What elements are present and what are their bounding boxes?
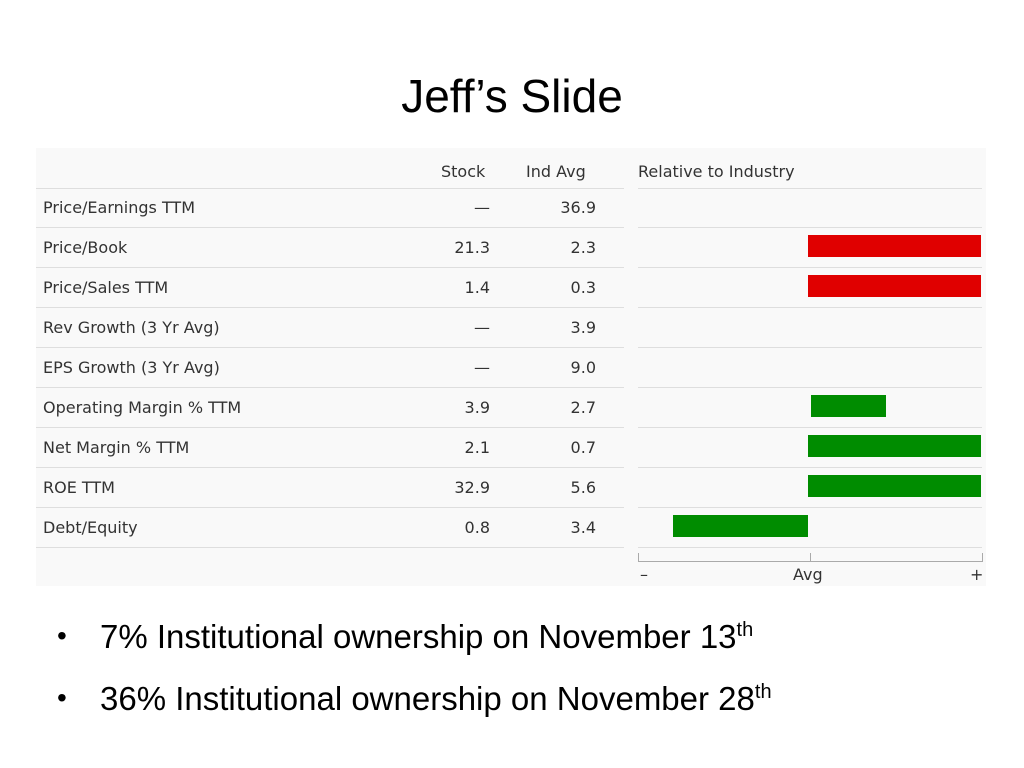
ind-avg-value: 3.9 <box>570 318 596 337</box>
row-label: ROE TTM <box>43 478 115 497</box>
table-row: Rev Growth (3 Yr Avg) — 3.9 <box>36 308 986 348</box>
header-relative-to-industry: Relative to Industry <box>638 162 795 181</box>
header-stock: Stock <box>441 162 486 181</box>
row-label: Net Margin % TTM <box>43 438 190 457</box>
table-row: Price/Sales TTM 1.4 0.3 <box>36 268 986 308</box>
row-divider-left <box>36 267 624 268</box>
row-divider-right <box>638 507 982 508</box>
row-divider-right <box>638 467 982 468</box>
row-label: Operating Margin % TTM <box>43 398 242 417</box>
header-divider-right <box>638 188 982 189</box>
row-divider-right <box>638 547 982 548</box>
ind-avg-value: 2.7 <box>570 398 596 417</box>
row-divider-left <box>36 347 624 348</box>
table-row: ROE TTM 32.9 5.6 <box>36 468 986 508</box>
stock-value: 32.9 <box>454 478 490 497</box>
row-divider-left <box>36 307 624 308</box>
row-divider-left <box>36 227 624 228</box>
axis-tick-minus <box>638 553 639 561</box>
ind-avg-value: 0.7 <box>570 438 596 457</box>
header-ind-avg: Ind Avg <box>526 162 586 181</box>
table-row: EPS Growth (3 Yr Avg) — 9.0 <box>36 348 986 388</box>
row-divider-right <box>638 427 982 428</box>
relative-bar <box>808 275 981 297</box>
row-divider-right <box>638 307 982 308</box>
row-label: Rev Growth (3 Yr Avg) <box>43 318 220 337</box>
slide-title: Jeff’s Slide <box>401 70 623 122</box>
relative-bar <box>808 235 981 257</box>
row-divider-right <box>638 267 982 268</box>
ind-avg-value: 3.4 <box>570 518 596 537</box>
relative-bar <box>808 475 981 497</box>
bullet-dot: • <box>57 682 67 713</box>
relative-bar <box>811 395 886 417</box>
stock-value: — <box>474 358 490 377</box>
row-label: Price/Book <box>43 238 128 257</box>
ind-avg-value: 9.0 <box>570 358 596 377</box>
stock-value: 2.1 <box>464 438 490 457</box>
table-row: Operating Margin % TTM 3.9 2.7 <box>36 388 986 428</box>
row-divider-left <box>36 547 624 548</box>
stock-value: — <box>474 318 490 337</box>
relative-bar <box>808 435 981 457</box>
axis-label-plus: + <box>970 565 984 584</box>
stock-value: 21.3 <box>454 238 490 257</box>
row-label: EPS Growth (3 Yr Avg) <box>43 358 220 377</box>
bullet-item: • 7% Institutional ownership on November… <box>0 612 1024 662</box>
stock-value: — <box>474 198 490 217</box>
relative-bar <box>673 515 808 537</box>
axis-label-minus: – <box>640 565 648 584</box>
row-divider-left <box>36 427 624 428</box>
header-divider-left <box>36 188 624 189</box>
bullet-text: 7% Institutional ownership on November 1… <box>100 618 754 655</box>
bullet-text: 36% Institutional ownership on November … <box>100 680 772 717</box>
row-divider-left <box>36 507 624 508</box>
table-row: Net Margin % TTM 2.1 0.7 <box>36 428 986 468</box>
ind-avg-value: 2.3 <box>570 238 596 257</box>
stock-value: 1.4 <box>464 278 490 297</box>
valuation-table: Stock Ind Avg Relative to Industry Price… <box>36 148 986 586</box>
bullet-dot: • <box>57 620 67 651</box>
axis-tick-plus <box>982 553 983 561</box>
ind-avg-value: 0.3 <box>570 278 596 297</box>
row-divider-left <box>36 387 624 388</box>
table-row: Debt/Equity 0.8 3.4 <box>36 508 986 548</box>
axis-label-avg: Avg <box>793 565 823 584</box>
stock-value: 0.8 <box>464 518 490 537</box>
row-divider-right <box>638 387 982 388</box>
row-divider-right <box>638 347 982 348</box>
stock-value: 3.9 <box>464 398 490 417</box>
table-row: Price/Book 21.3 2.3 <box>36 228 986 268</box>
row-label: Price/Sales TTM <box>43 278 169 297</box>
row-label: Price/Earnings TTM <box>43 198 196 217</box>
bullet-item: • 36% Institutional ownership on Novembe… <box>0 674 1024 724</box>
ind-avg-value: 36.9 <box>560 198 596 217</box>
ind-avg-value: 5.6 <box>570 478 596 497</box>
relative-axis <box>638 561 983 562</box>
row-label: Debt/Equity <box>43 518 138 537</box>
axis-tick-avg <box>810 553 811 561</box>
row-divider-right <box>638 227 982 228</box>
table-row: Price/Earnings TTM — 36.9 <box>36 188 986 228</box>
row-divider-left <box>36 467 624 468</box>
